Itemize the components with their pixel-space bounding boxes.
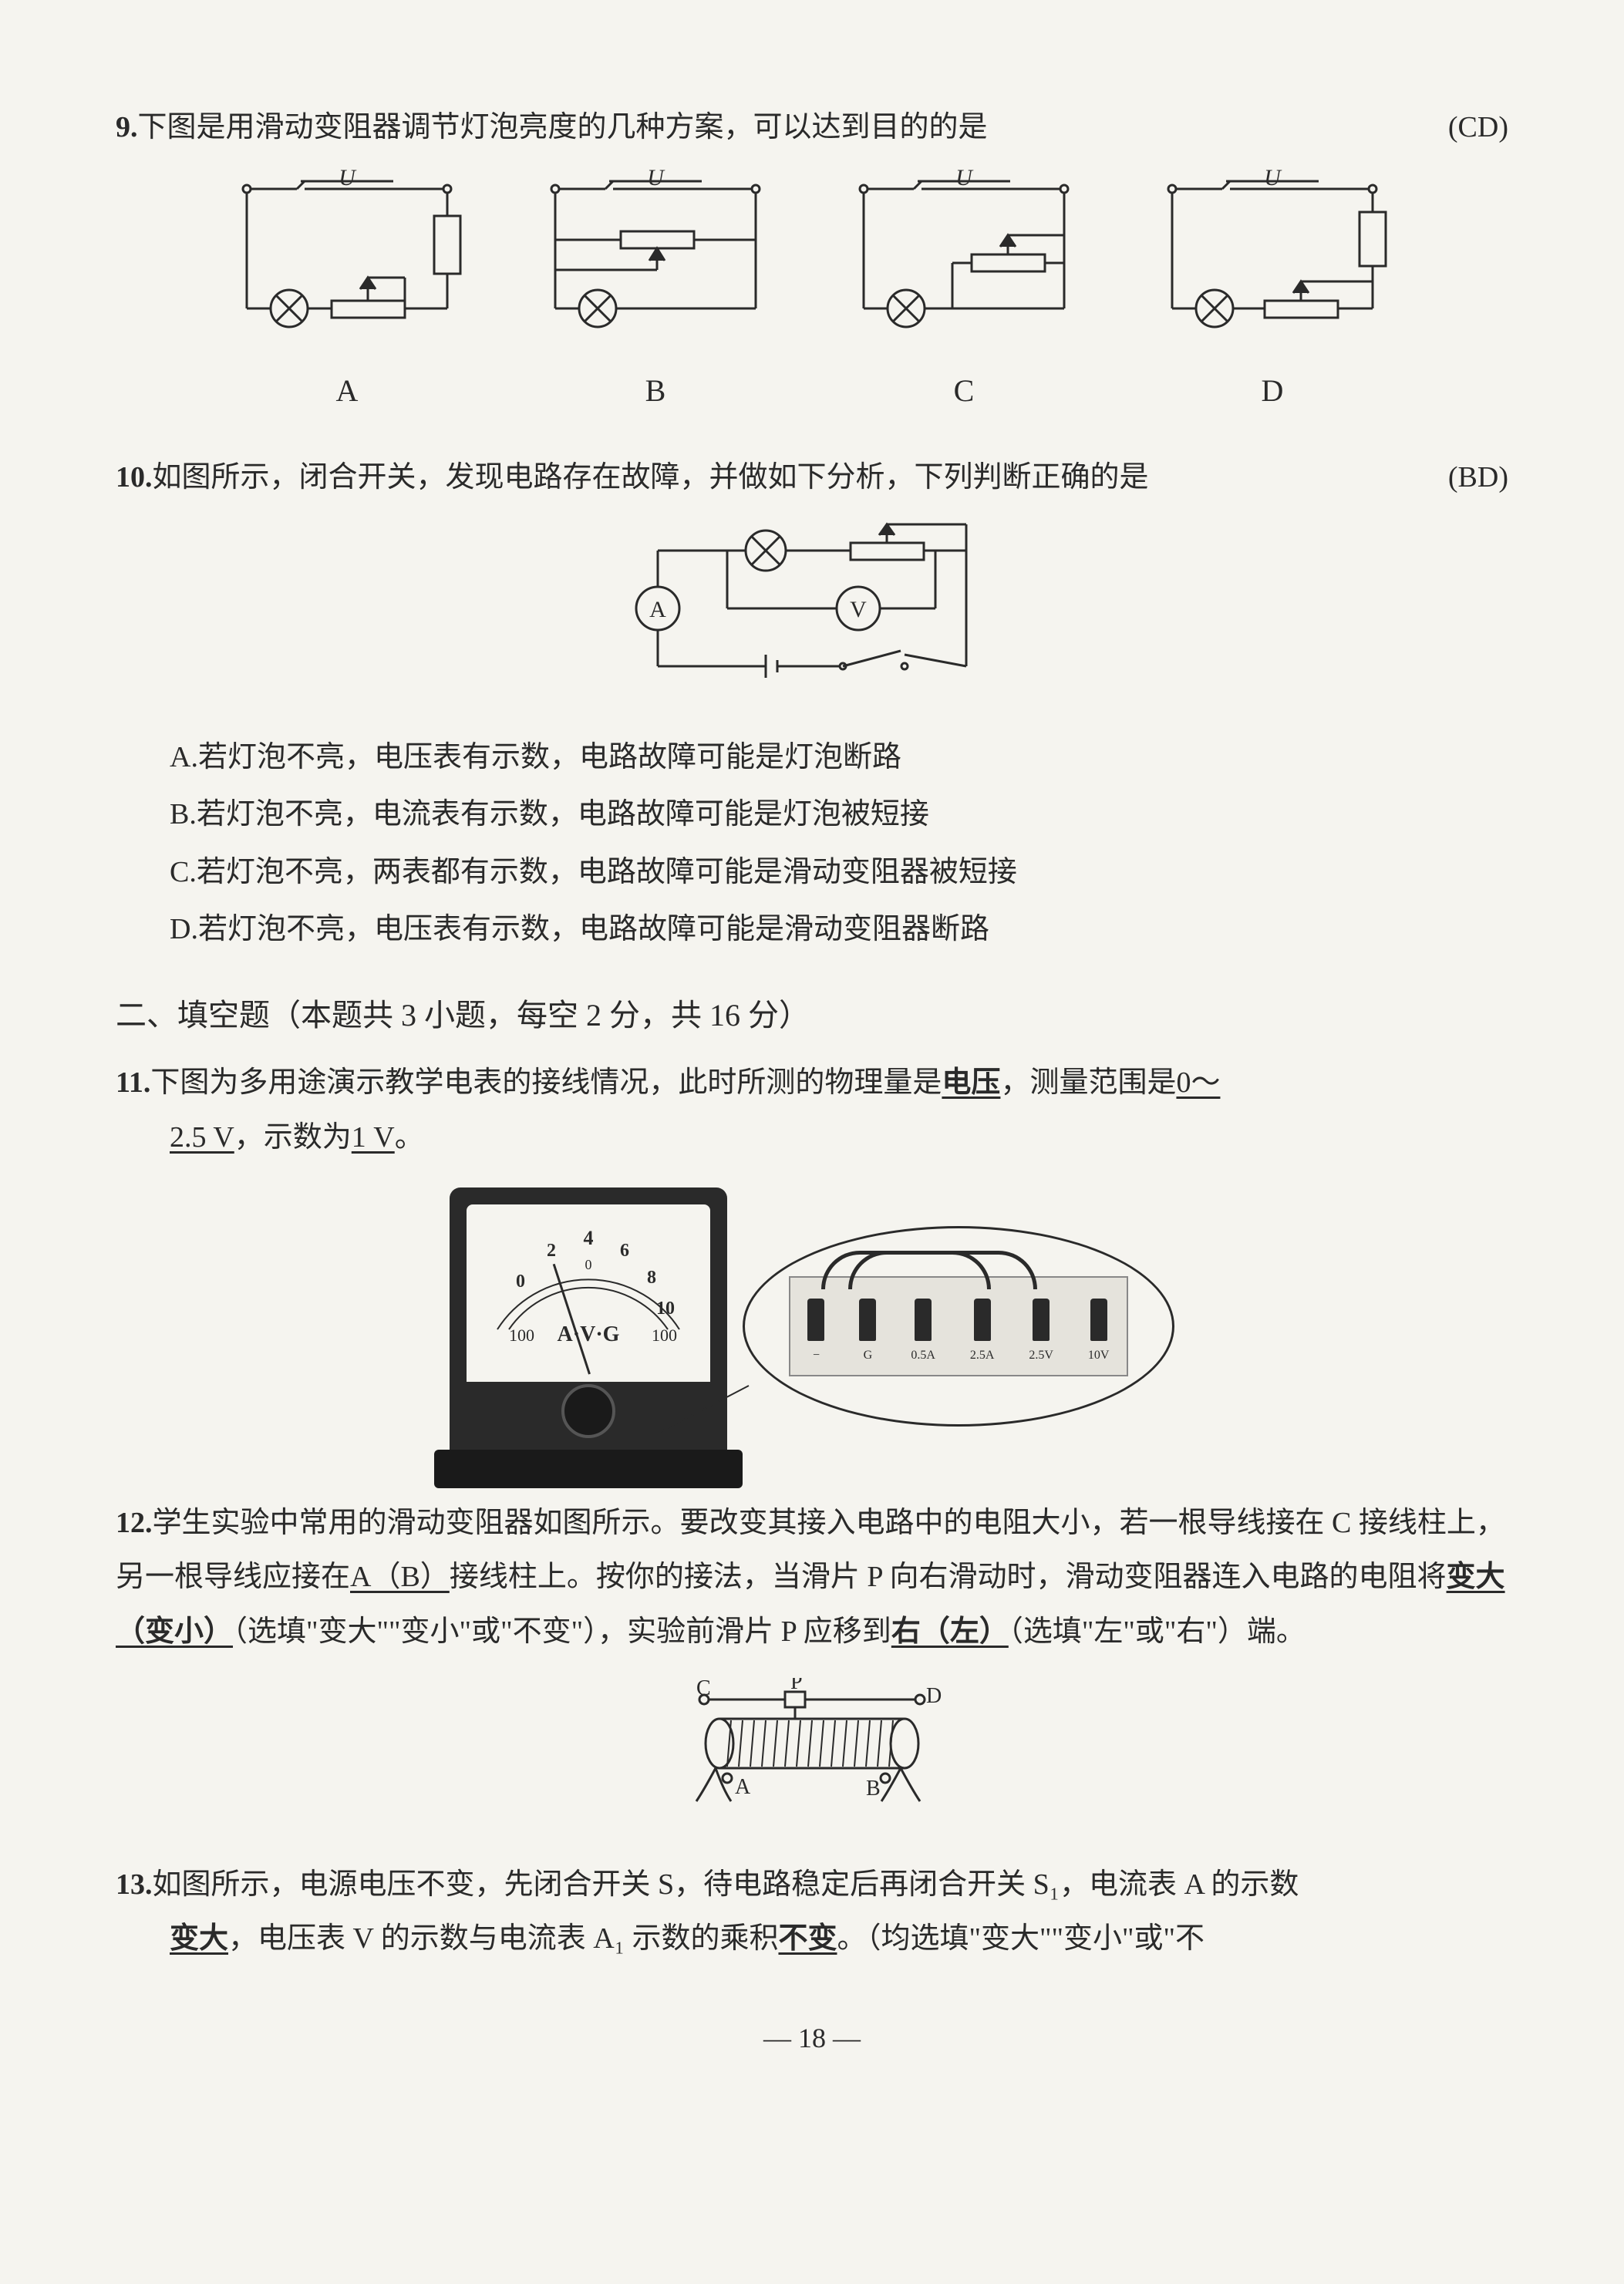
q11-text-before: 下图为多用途演示教学电表的接线情况，此时所测的物理量是 [150, 1066, 942, 1099]
question-11: 11.下图为多用途演示教学电表的接线情况，此时所测的物理量是电压，测量范围是0～… [116, 1056, 1508, 1465]
terminal-25a: 2.5A [970, 1299, 995, 1367]
q12-blank1: A（B） [350, 1561, 450, 1593]
circuit-b: U [528, 170, 783, 419]
q9-number: 9. [116, 111, 138, 143]
q10-option-a: A.若灯泡不亮，电压表有示数，电路故障可能是灯泡断路 [170, 730, 1508, 784]
q9-text: 下图是用滑动变阻器调节灯泡亮度的几种方案，可以达到目的的是 [138, 111, 988, 143]
circuit-a-label: A [220, 362, 474, 419]
circuit-a: U [220, 170, 474, 419]
meter-knob [561, 1384, 615, 1438]
circuit-a-svg: U [220, 170, 474, 339]
q13-blank1: 变大 [170, 1922, 228, 1955]
q12-rheostat: C P D A B [116, 1678, 1508, 1827]
section-2-title: 二、填空题（本题共 3 小题，每空 2 分，共 16 分） [116, 987, 1508, 1044]
q13-text1: 如图所示，电源电压不变，先闭合开关 S，待电路稳定后再闭合开关 S₁，电流表 A… [153, 1868, 1299, 1901]
q12-blank3: 右（左） [891, 1615, 1009, 1648]
q12-number: 12. [116, 1507, 153, 1539]
q10-number: 10. [116, 461, 153, 494]
circuit-c: U [837, 170, 1091, 419]
q10-options: A.若灯泡不亮，电压表有示数，电路故障可能是灯泡断路 B.若灯泡不亮，电流表有示… [170, 730, 1508, 956]
q10-option-c: C.若灯泡不亮，两表都有示数，电路故障可能是滑动变阻器被短接 [170, 845, 1508, 899]
circuit-c-svg: U [837, 170, 1091, 339]
terminal-10v: 10V [1088, 1299, 1110, 1367]
q13-text2: ，电压表 V 的示数与电流表 A₁ 示数的乘积 [228, 1922, 778, 1955]
svg-text:8: 8 [647, 1268, 656, 1288]
q9-answer: (CD) [1448, 100, 1508, 154]
rheostat-svg: C P D A B [650, 1678, 974, 1809]
svg-text:A: A [735, 1775, 751, 1799]
q10-option-b: B.若灯泡不亮，电流表有示数，电路故障可能是灯泡被短接 [170, 787, 1508, 841]
term-label-3: 2.5A [970, 1344, 995, 1367]
terminal-25v: 2.5V [1029, 1299, 1053, 1367]
q10-text: 如图所示，闭合开关，发现电路存在故障，并做如下分析，下列判断正确的是 [153, 461, 1149, 494]
q9-circuits: U [193, 170, 1427, 419]
terminal-panel: − G 0.5A 2.5A 2.5V 10V [789, 1276, 1128, 1376]
term-label-2: 0.5A [911, 1344, 935, 1367]
question-13: 13.如图所示，电源电压不变，先闭合开关 S，待电路稳定后再闭合开关 S₁，电流… [116, 1858, 1508, 1966]
circuit-d: U [1145, 170, 1400, 419]
meter-face: 100 4 2 0 6 8 10 100 0 A·V·G [467, 1204, 710, 1382]
svg-text:C: C [696, 1678, 711, 1700]
q13-line2: 变大，电压表 V 的示数与电流表 A₁ 示数的乘积不变。（均选填"变大""变小"… [116, 1912, 1508, 1966]
wire-2 [848, 1251, 991, 1289]
svg-text:4: 4 [584, 1227, 594, 1249]
circuit-d-label: D [1145, 362, 1400, 419]
term-label-0: − [813, 1344, 820, 1367]
terminal-g: G [859, 1299, 876, 1367]
term-label-5: 10V [1088, 1344, 1110, 1367]
svg-text:D: D [926, 1684, 942, 1708]
svg-text:0: 0 [585, 1257, 592, 1272]
page-number: — 18 — [116, 2013, 1508, 2064]
q12-text2: 接线柱上。按你的接法，当滑片 P 向右滑动时，滑动变阻器连入电路的电阻将 [450, 1561, 1447, 1593]
q11-text-end: 。 [395, 1121, 424, 1154]
q10-answer: (BD) [1448, 450, 1508, 504]
circuit-b-svg: U [528, 170, 783, 339]
svg-text:0: 0 [516, 1272, 525, 1292]
terminal-callout: − G 0.5A 2.5A 2.5V 10V [743, 1226, 1174, 1427]
q10-option-d: D.若灯泡不亮，电压表有示数，电路故障可能是滑动变阻器断路 [170, 902, 1508, 956]
q12-text3: （选填"变大""变小"或"不变"），实验前滑片 P 应移到 [233, 1615, 891, 1648]
q11-blank2b: 2.5 V [170, 1121, 234, 1154]
question-12: 12.学生实验中常用的滑动变阻器如图所示。要改变其接入电路中的电阻大小，若一根导… [116, 1496, 1508, 1827]
term-label-4: 2.5V [1029, 1344, 1053, 1367]
q12-text4: （选填"左"或"右"）端。 [1009, 1615, 1306, 1648]
q10-circuit-svg: A V [612, 520, 1012, 697]
svg-text:P: P [790, 1678, 803, 1694]
q13-blank2: 不变 [778, 1922, 837, 1955]
q11-number: 11. [116, 1066, 150, 1099]
terminal-05a: 0.5A [911, 1299, 935, 1367]
circuit-c-label: C [837, 362, 1091, 419]
svg-text:6: 6 [620, 1241, 629, 1261]
svg-text:B: B [866, 1777, 881, 1801]
meter-avg-label: A·V·G [467, 1315, 710, 1355]
question-10: 10.如图所示，闭合开关，发现电路存在故障，并做如下分析，下列判断正确的是 (B… [116, 450, 1508, 957]
circuit-d-svg: U [1145, 170, 1400, 339]
callout-line [660, 1378, 753, 1440]
q11-text-mid: ，测量范围是 [1000, 1066, 1176, 1099]
q11-blank2: 0～ [1176, 1066, 1220, 1099]
q13-number: 13. [116, 1868, 153, 1901]
q11-text-after: ，示数为 [234, 1121, 352, 1154]
q11-blank1: 电压 [942, 1066, 1000, 1099]
svg-text:2: 2 [547, 1241, 556, 1261]
svg-text:A: A [649, 597, 666, 622]
q11-meter-area: 100 4 2 0 6 8 10 100 0 A·V·G [116, 1187, 1508, 1465]
question-9: 9.下图是用滑动变阻器调节灯泡亮度的几种方案，可以达到目的的是 (CD) U [116, 100, 1508, 419]
meter-base [434, 1450, 743, 1488]
circuit-b-label: B [528, 362, 783, 419]
q11-blank3: 1 V [352, 1121, 395, 1154]
q10-circuit: A V [116, 520, 1508, 715]
term-label-1: G [864, 1344, 873, 1367]
q11-line2: 2.5 V，示数为1 V。 [116, 1110, 1508, 1164]
terminal-neg: − [807, 1299, 824, 1367]
svg-text:V: V [850, 597, 867, 622]
q13-text3: 。（均选填"变大""变小"或"不 [837, 1922, 1205, 1955]
